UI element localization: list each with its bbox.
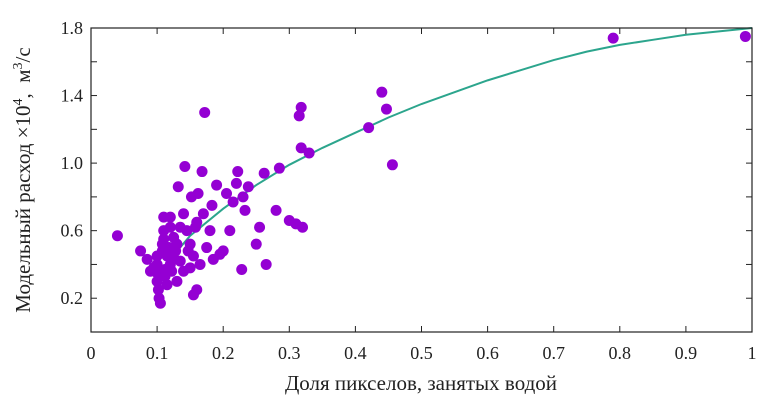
data-point [171, 238, 183, 250]
x-tick-label: 0.5 [410, 343, 433, 363]
data-point [174, 255, 186, 267]
x-tick-label: 0.7 [542, 343, 565, 363]
data-point [164, 221, 176, 233]
data-point [135, 245, 147, 257]
x-tick-label: 0.9 [675, 343, 698, 363]
y-tick-label: 0.6 [61, 221, 84, 241]
data-point [217, 245, 229, 257]
data-point [197, 208, 209, 220]
data-point [739, 30, 751, 42]
data-point [204, 225, 216, 237]
data-point [191, 284, 203, 296]
data-point [221, 188, 233, 200]
data-point [196, 166, 208, 178]
data-point [270, 204, 282, 216]
x-tick-label: 0.6 [476, 343, 499, 363]
fit-curve-layer [156, 27, 753, 276]
data-point [206, 199, 218, 211]
data-point [363, 122, 375, 134]
data-point [184, 262, 196, 274]
data-point [232, 166, 244, 178]
data-point [237, 191, 249, 203]
data-point [187, 250, 199, 262]
data-point [242, 181, 254, 193]
x-tick-label: 0.2 [212, 343, 235, 363]
points-layer [111, 30, 751, 309]
y-tick-label: 0.2 [61, 288, 84, 308]
data-point [166, 265, 178, 277]
x-tick-label: 0 [87, 343, 96, 363]
y-tick-label: 1.4 [61, 86, 84, 106]
data-point [179, 160, 191, 172]
data-point [151, 275, 163, 287]
y-axis-title-unit-tail: /с [11, 47, 35, 62]
data-point [172, 181, 184, 193]
x-tick-label: 1 [748, 343, 757, 363]
data-point [178, 208, 190, 220]
tick-labels-layer: 0 0.1 0.2 0.3 0.4 0.5 0.6 0.7 0.8 0.9 1 0.2 0.6 1.0 1.… [61, 18, 757, 363]
y-tick-label: 1.0 [61, 153, 84, 173]
y-axis-title-separator: , [11, 83, 35, 99]
data-point [297, 221, 309, 233]
y-tick-label: 1.8 [61, 18, 84, 38]
x-axis-title: Доля пикселов, занятых водой [285, 371, 557, 395]
data-point [380, 103, 392, 115]
data-point [227, 196, 239, 208]
data-point [154, 297, 166, 309]
data-point [194, 258, 206, 270]
data-point [224, 225, 236, 237]
x-tick-label: 0.8 [609, 343, 632, 363]
data-point [192, 188, 204, 200]
data-point [303, 147, 315, 159]
data-point [164, 211, 176, 223]
data-point [191, 216, 203, 228]
data-point [211, 179, 223, 191]
data-point [295, 101, 307, 113]
data-point [230, 177, 242, 189]
y-axis-title-unit-exponent: 3 [11, 62, 26, 69]
data-point [386, 159, 398, 171]
data-point [111, 230, 123, 242]
data-point [199, 106, 211, 118]
data-point [181, 225, 193, 237]
data-point [236, 264, 248, 276]
data-point [201, 242, 213, 254]
data-point [260, 258, 272, 270]
data-point [184, 238, 196, 250]
data-point [152, 284, 164, 296]
data-point [158, 233, 170, 245]
data-point [171, 275, 183, 287]
data-point [250, 238, 262, 250]
data-point [376, 86, 388, 98]
y-axis-title: Модельный расход ×104, м3/с [11, 47, 35, 312]
y-axis-title-exponent: 4 [11, 99, 26, 106]
data-point [151, 258, 163, 270]
x-tick-label: 0.4 [344, 343, 367, 363]
data-point [258, 167, 270, 179]
data-point [607, 32, 619, 44]
data-point [161, 279, 173, 291]
data-point [273, 162, 285, 174]
x-tick-label: 0.1 [146, 343, 169, 363]
data-point [239, 204, 251, 216]
y-axis-title-unit-base: м [11, 69, 35, 82]
data-point [141, 253, 153, 265]
plot-frame [90, 27, 753, 333]
data-point [254, 221, 266, 233]
data-point [293, 110, 305, 122]
data-point [295, 142, 307, 154]
y-axis-title-main: Модельный расход ×10 [11, 106, 35, 313]
fit-curve [156, 27, 753, 276]
x-tick-label: 0.3 [278, 343, 301, 363]
